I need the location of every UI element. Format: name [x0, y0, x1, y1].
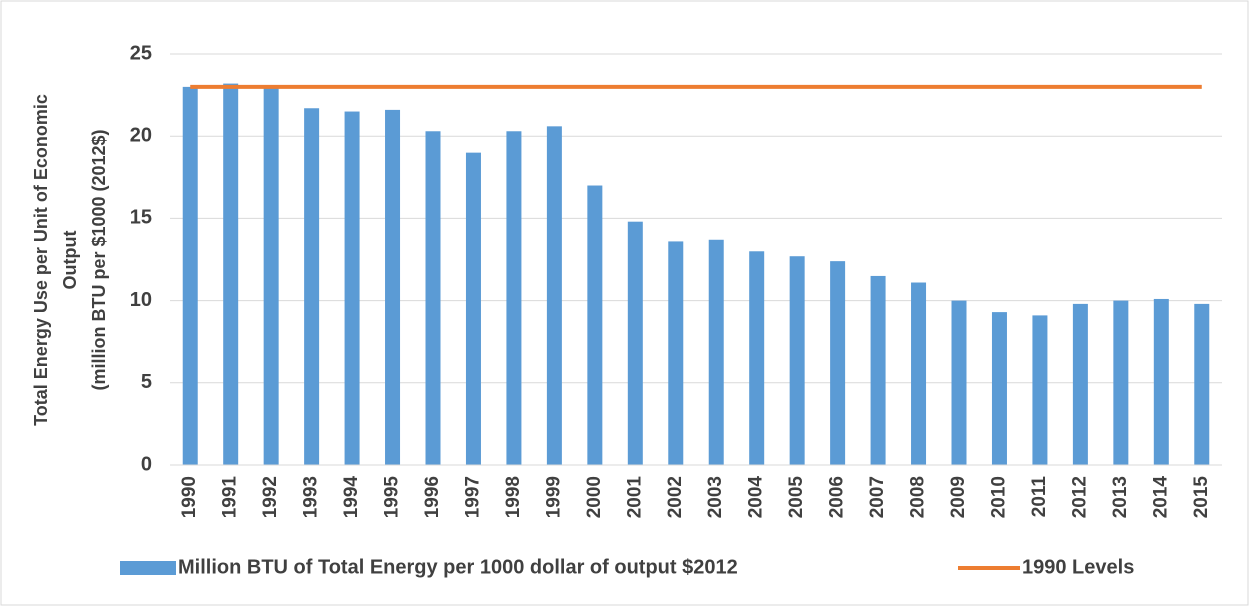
bar	[344, 111, 360, 465]
bar	[749, 251, 765, 465]
y-axis-label: (million BTU per $1000 (2012$)	[89, 129, 109, 390]
legend-swatch	[120, 561, 176, 575]
x-tick-label: 1997	[462, 476, 483, 518]
bar	[1032, 315, 1048, 465]
bar	[304, 108, 320, 465]
x-tick-label: 2012	[1069, 476, 1090, 518]
x-tick-label: 1995	[382, 476, 403, 519]
y-tick-label: 25	[130, 42, 152, 64]
x-tick-label: 1998	[503, 476, 524, 518]
x-tick-label: 2004	[746, 476, 767, 519]
bar	[385, 109, 401, 465]
x-tick-label: 2005	[786, 476, 807, 519]
x-tick-label: 1993	[301, 476, 322, 518]
x-tick-label: 2006	[827, 476, 848, 518]
bar	[830, 261, 846, 465]
y-tick-label: 15	[130, 207, 152, 229]
legend-label: 1990 Levels	[1022, 556, 1134, 578]
x-tick-label: 2003	[705, 476, 726, 518]
bar	[182, 86, 198, 465]
bar	[668, 241, 684, 465]
bar	[506, 131, 522, 465]
x-tick-label: 1990	[179, 476, 200, 518]
bar	[263, 86, 279, 465]
bar	[1194, 303, 1210, 465]
x-tick-label: 2007	[867, 476, 888, 518]
bar	[951, 300, 967, 465]
x-tick-label: 2013	[1110, 476, 1131, 518]
x-tick-label: 1999	[543, 476, 564, 518]
bar	[1113, 300, 1129, 465]
x-tick-label: 2009	[948, 476, 969, 518]
y-tick-label: 0	[141, 453, 152, 475]
y-tick-label: 20	[130, 124, 152, 146]
x-tick-label: 2001	[624, 476, 645, 519]
bar	[587, 185, 603, 465]
legend-label: Million BTU of Total Energy per 1000 dol…	[178, 556, 738, 578]
bar	[991, 312, 1007, 465]
y-axis-label: Output	[60, 231, 80, 290]
x-tick-label: 1996	[422, 476, 443, 518]
bar	[1072, 303, 1088, 465]
bar	[223, 83, 239, 465]
bar	[870, 275, 886, 465]
bar	[546, 126, 562, 465]
x-tick-label: 1992	[260, 476, 281, 518]
bar	[627, 221, 643, 465]
x-tick-label: 2008	[908, 476, 929, 518]
bar	[1153, 298, 1169, 465]
x-tick-label: 2014	[1150, 476, 1171, 519]
x-tick-label: 2010	[988, 476, 1009, 518]
x-tick-label: 2011	[1029, 476, 1050, 518]
y-axis-label: Total Energy Use per Unit of Economic	[31, 94, 51, 426]
bar	[911, 282, 927, 465]
bar	[789, 256, 805, 465]
x-tick-label: 2000	[584, 476, 605, 518]
x-tick-label: 1991	[220, 476, 241, 519]
x-tick-label: 2002	[665, 476, 686, 518]
bar	[708, 239, 724, 465]
y-tick-label: 10	[130, 289, 152, 311]
x-tick-label: 2015	[1191, 476, 1212, 519]
x-tick-label: 1994	[341, 476, 362, 519]
y-tick-label: 5	[141, 371, 152, 393]
bar	[465, 152, 481, 465]
bar	[425, 131, 441, 465]
